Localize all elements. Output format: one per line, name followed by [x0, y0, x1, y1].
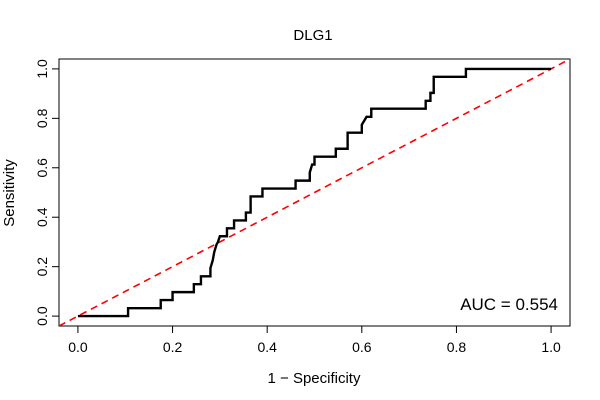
y-tick-label: 0.8 — [34, 108, 50, 128]
x-tick-label: 1.0 — [541, 339, 561, 355]
x-tick-label: 0.4 — [257, 339, 277, 355]
y-tick-label: 1.0 — [34, 59, 50, 79]
x-axis-label: 1 − Specificity — [268, 370, 361, 387]
x-axis: 0.0 0.2 0.4 0.6 0.8 1.0 — [68, 325, 561, 355]
y-axis-label: Sensitivity — [1, 159, 18, 227]
reference-diagonal-line — [59, 59, 570, 326]
y-axis: 0.0 0.2 0.4 0.6 0.8 1.0 — [34, 59, 60, 326]
x-tick-label: 0.8 — [447, 339, 467, 355]
auc-annotation: AUC = 0.554 — [460, 295, 558, 314]
series-layer — [59, 59, 570, 326]
x-tick-label: 0.2 — [163, 339, 183, 355]
x-tick-label: 0.0 — [68, 339, 88, 355]
y-tick-label: 0.4 — [34, 207, 50, 227]
y-tick-label: 0.2 — [34, 257, 50, 277]
y-tick-label: 0.0 — [34, 306, 50, 326]
y-tick-label: 0.6 — [34, 158, 50, 178]
x-tick-label: 0.6 — [352, 339, 372, 355]
roc-curve-line — [77, 67, 552, 318]
chart-title: DLG1 — [293, 27, 332, 44]
